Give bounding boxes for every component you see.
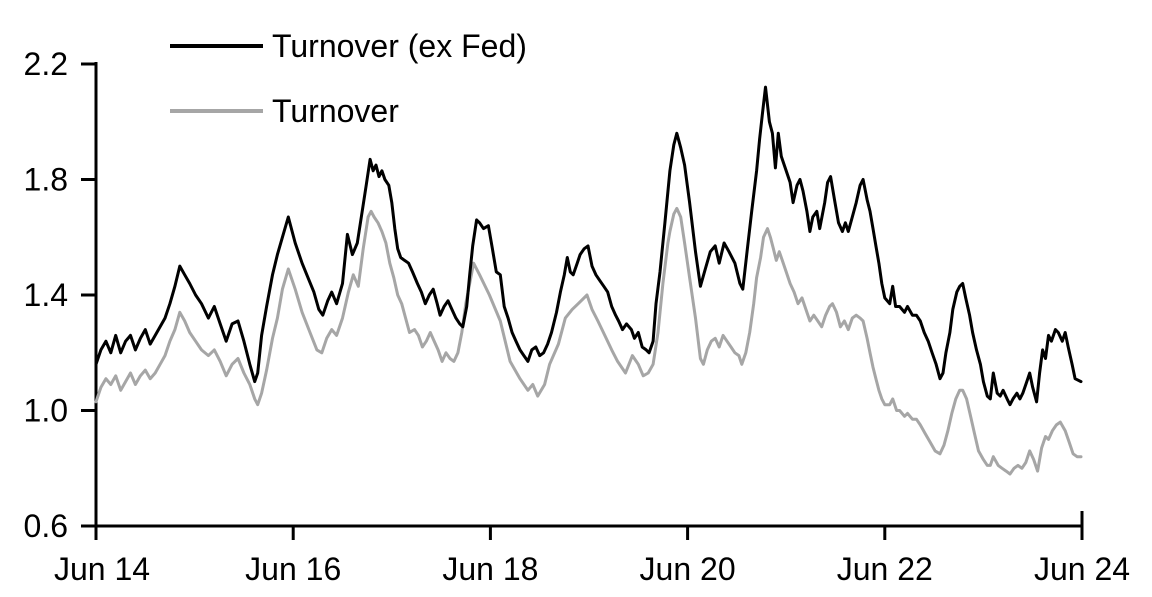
x-tick-label: Jun 16 bbox=[245, 551, 341, 587]
y-tick-label: 0.6 bbox=[24, 508, 68, 544]
y-tick-label: 1.4 bbox=[24, 277, 68, 313]
x-tick-label: Jun 22 bbox=[837, 551, 933, 587]
turnover-line bbox=[94, 206, 1083, 476]
x-tick-label: Jun 24 bbox=[1034, 551, 1130, 587]
x-tick-label: Jun 18 bbox=[442, 551, 538, 587]
y-tick-label: 1.0 bbox=[24, 393, 68, 429]
x-tick-label: Jun 14 bbox=[54, 551, 150, 587]
y-tick-label: 2.2 bbox=[24, 46, 68, 82]
turnover-ex-fed-line bbox=[94, 85, 1083, 407]
x-tick-label: Jun 20 bbox=[640, 551, 736, 587]
y-tick-label: 1.8 bbox=[24, 162, 68, 198]
